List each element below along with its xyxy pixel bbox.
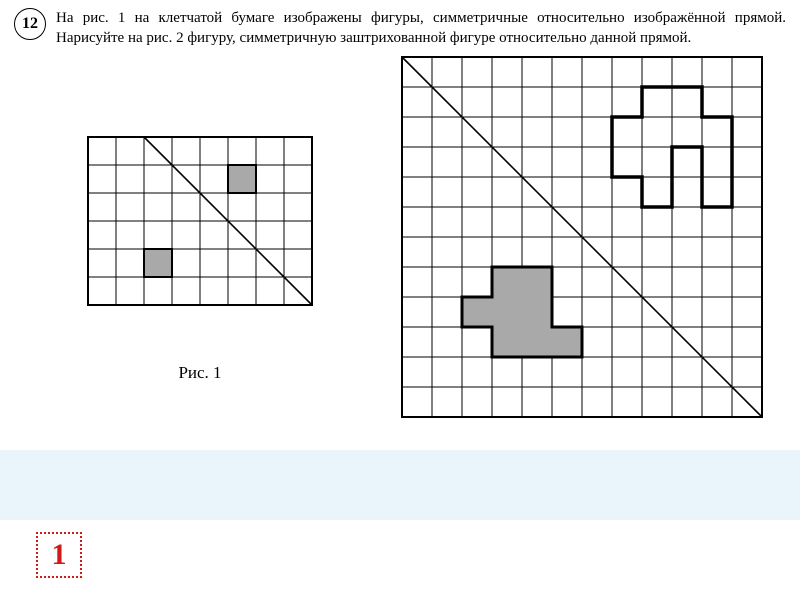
figure-1-caption: Рис. 1 (178, 363, 221, 383)
decorative-band (0, 450, 800, 520)
figure-2-grid (400, 55, 764, 419)
answer-badge: 1 (36, 532, 82, 578)
question-number: 12 (14, 8, 46, 40)
figure-1-grid (86, 135, 314, 307)
question-prompt: На рис. 1 на клетчатой бумаге изображены… (56, 8, 786, 49)
